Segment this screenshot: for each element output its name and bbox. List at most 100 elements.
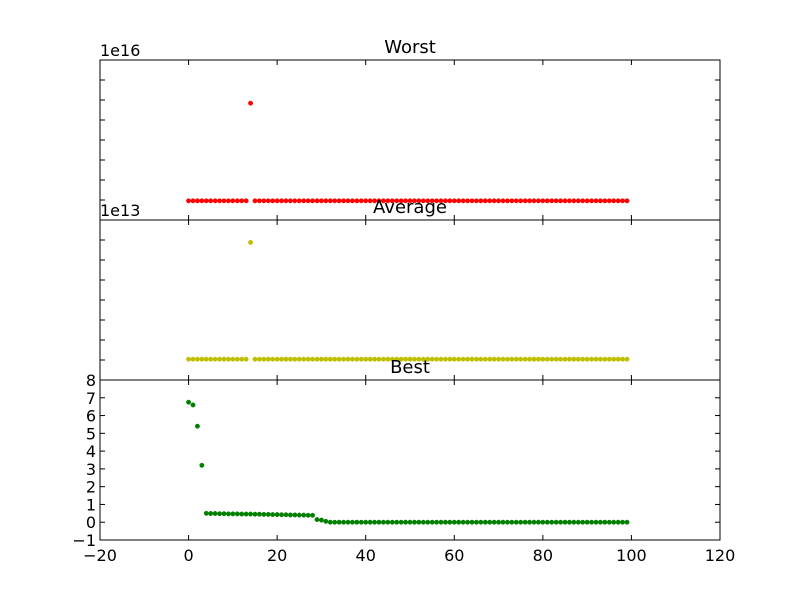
data-point [296,198,302,204]
data-point [593,356,599,362]
data-point [217,511,223,517]
data-point [376,356,382,362]
data-point [451,519,457,525]
data-point [606,519,612,525]
data-point [203,198,209,204]
data-point [287,356,293,362]
data-point [469,519,475,525]
data-point [487,356,493,362]
data-point [358,356,364,362]
data-point [323,518,329,524]
data-point [407,519,413,525]
data-point [341,198,347,204]
data-point [287,512,293,518]
data-point [482,519,488,525]
data-point [372,356,378,362]
data-point [292,198,298,204]
data-point [212,198,218,204]
data-point [496,198,502,204]
data-point [566,198,572,204]
data-point [553,519,559,525]
data-point [230,198,236,204]
data-point [597,356,603,362]
data-point [287,198,293,204]
y-tick-label: 2 [86,478,96,497]
data-point [239,511,245,517]
data-point [239,198,245,204]
data-point [310,512,316,518]
panel-0: Worst 1e16 [99,37,721,221]
data-point [544,519,550,525]
data-point [518,356,524,362]
data-point [549,519,555,525]
data-point [221,198,227,204]
data-point [252,356,258,362]
data-point [199,356,205,362]
data-point [336,519,342,525]
data-point [270,356,276,362]
data-point [230,511,236,517]
data-point [270,198,276,204]
data-point [615,519,621,525]
data-point [620,519,626,525]
data-point [199,462,205,468]
data-point [190,356,196,362]
data-point [473,519,479,525]
data-point [580,519,586,525]
data-point [527,356,533,362]
data-point [314,356,320,362]
data-point [283,198,289,204]
data-point [562,356,568,362]
x-tick-label: 80 [533,546,553,565]
data-point [606,356,612,362]
data-point [283,512,289,518]
data-point [358,198,364,204]
data-point [465,198,471,204]
data-point [562,198,568,204]
data-point [447,519,453,525]
data-point [261,356,267,362]
data-point [186,198,192,204]
data-point [456,198,462,204]
data-point [531,356,537,362]
data-point [327,198,333,204]
data-point [535,198,541,204]
data-point [615,198,621,204]
data-point [243,356,249,362]
data-point [332,519,338,525]
data-point [243,511,249,517]
data-point [451,356,457,362]
data-point [296,512,302,518]
data-point [544,198,550,204]
data-point [314,517,320,523]
data-point [558,356,564,362]
data-point [465,519,471,525]
data-point [584,519,590,525]
data-point [566,519,572,525]
data-point [535,356,541,362]
data-point [473,356,479,362]
chart-title: Average [373,197,447,218]
data-point [584,356,590,362]
data-point [589,519,595,525]
data-point [208,198,214,204]
data-point [234,356,240,362]
data-point [491,356,497,362]
data-point [274,512,280,518]
data-point [491,519,497,525]
data-point [318,356,324,362]
data-point [597,519,603,525]
data-point [394,519,400,525]
x-tick-label: 60 [444,546,464,565]
data-point [500,356,506,362]
x-tick-label: 100 [616,546,647,565]
data-point [398,519,404,525]
data-point [318,517,324,523]
x-tick-label: 20 [267,546,287,565]
data-point [580,356,586,362]
data-point [203,356,209,362]
data-point [225,198,231,204]
data-point [544,356,550,362]
data-point [336,356,342,362]
chart-title: Worst [384,37,436,58]
